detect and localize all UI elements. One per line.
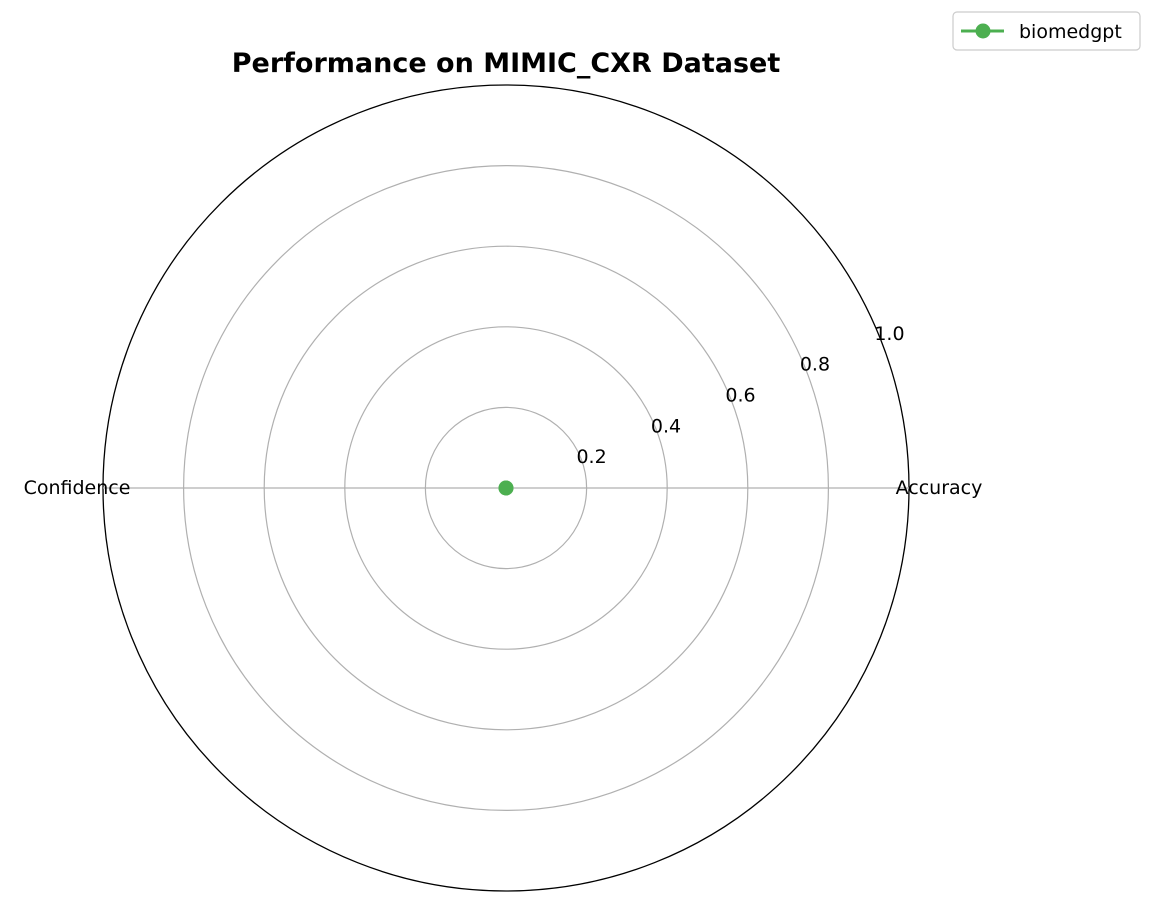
series-layer [498, 480, 514, 496]
category-labels: Accuracy Confidence [24, 477, 983, 499]
legend-marker [975, 23, 991, 39]
category-label: Accuracy [896, 477, 983, 499]
category-label: Confidence [24, 477, 131, 499]
radial-tick-label: 0.8 [800, 354, 830, 376]
radial-tick-label: 0.6 [725, 384, 755, 406]
radial-tick-label: 0.2 [576, 446, 606, 468]
chart-title: Performance on MIMIC_CXR Dataset [232, 48, 781, 79]
legend-label: biomedgpt [1019, 21, 1122, 43]
legend: biomedgpt [952, 11, 1141, 51]
radial-tick-labels: 0.2 0.4 0.6 0.8 1.0 [576, 323, 904, 468]
radial-tick-label: 1.0 [874, 323, 904, 345]
legend-box [952, 11, 1141, 51]
data-point [498, 480, 514, 496]
radial-tick-label: 0.4 [651, 415, 681, 437]
